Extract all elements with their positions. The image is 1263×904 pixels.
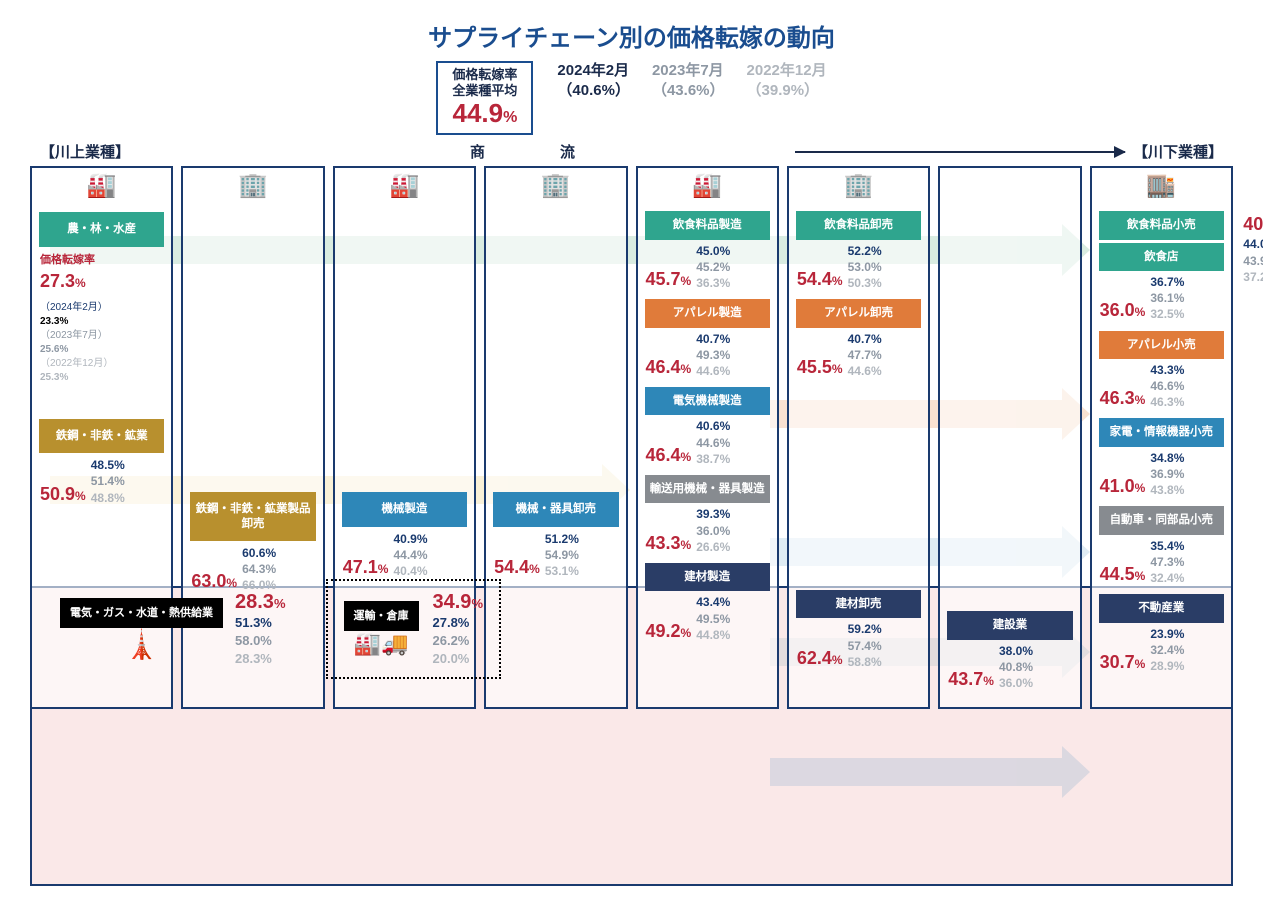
column-7: 建設業 43.7%38.0%40.8%36.0% bbox=[938, 166, 1081, 709]
column-6: 🏢 飲食料品卸売 54.4%52.2%53.0%50.3% アパレル卸売 45.5%40… bbox=[787, 166, 930, 709]
upstream-label: 【川上業種】 bbox=[40, 141, 130, 162]
rate-stats: 43.3%39.3%36.0%26.6% bbox=[646, 506, 769, 555]
rate-stats: 27.3% bbox=[40, 269, 163, 293]
flow-arrow-icon bbox=[795, 151, 1125, 153]
flow-mid-label: 商 流 bbox=[130, 141, 795, 162]
rate-stats: 62.4%59.2%57.4%58.8% bbox=[797, 621, 920, 670]
transport-stats: 34.9% 27.8% 26.2% 20.0% bbox=[433, 591, 484, 667]
industry-box: 飲食料品製造 bbox=[645, 211, 770, 239]
average-box: 価格転嫁率 全業種平均 44.9% bbox=[436, 61, 533, 135]
rate-stats: 46.4%40.7%49.3%44.6% bbox=[646, 331, 769, 380]
column-icon: 🏢 bbox=[793, 174, 924, 208]
industry-box: 建材製造 bbox=[645, 563, 770, 591]
hist-line: （2024年2月）23.3% bbox=[40, 301, 163, 329]
bottom-utility-boxes: 電気・ガス・水道・熱供給業 🗼 28.3% 51.3% 58.0% 28.3% … bbox=[60, 579, 501, 679]
column-4: 🏢 機械・器具卸売 54.4%51.2%54.9%53.1% bbox=[484, 166, 627, 709]
industry-box: 電気機械製造 bbox=[645, 387, 770, 415]
utilities-box: 電気・ガス・水道・熱供給業 🗼 28.3% 51.3% 58.0% 28.3% bbox=[60, 579, 286, 679]
rate-stats: 45.5%40.7%47.7%44.6% bbox=[797, 331, 920, 380]
avg-label-2: 全業種平均 bbox=[452, 83, 517, 99]
industry-box: 機械・器具卸売 bbox=[493, 492, 618, 526]
flow-header: 【川上業種】 商 流 【川下業種】 bbox=[0, 141, 1263, 162]
industry-box: アパレル卸売 bbox=[796, 299, 921, 327]
column-icon: 🏭 bbox=[339, 174, 470, 208]
industry-box: 家電・情報機器小売 bbox=[1099, 418, 1224, 446]
flow-arrow-navy bbox=[770, 746, 1090, 798]
industry-box: 鉄鋼・非鉄・鉱業 bbox=[39, 419, 164, 453]
column-icon: 🏬 bbox=[1096, 174, 1227, 208]
industry-box: アパレル小売 bbox=[1099, 331, 1224, 359]
period-legend: 2024年2月（40.6%） 2023年7月（43.6%） 2022年12月（39.… bbox=[557, 61, 826, 100]
industry-box: 自動車・同部品小売 bbox=[1099, 506, 1224, 534]
column-icon: 🏢 bbox=[490, 174, 621, 208]
header-row: 価格転嫁率 全業種平均 44.9% 2024年2月（40.6%） 2023年7月（… bbox=[0, 61, 1263, 135]
rate-stats: 50.9%48.5%51.4%48.8% bbox=[40, 457, 163, 506]
period-item: 2023年7月（43.6%） bbox=[652, 61, 725, 100]
utilities-label: 電気・ガス・水道・熱供給業 bbox=[60, 598, 223, 628]
tower-icon: 🗼 bbox=[60, 628, 223, 661]
column-5: 🏭 飲食料品製造 45.7%45.0%45.2%36.3% アパレル製造 46.4%40… bbox=[636, 166, 779, 709]
rate-stats: 36.0%36.7%36.1%32.5% bbox=[1100, 274, 1223, 323]
column-icon: 🏭 bbox=[36, 174, 167, 208]
warehouse-icon: 🏭🚚 bbox=[344, 631, 419, 657]
period-item: 2024年2月（40.6%） bbox=[557, 61, 630, 100]
rate-stats: 54.4%52.2%53.0%50.3% bbox=[797, 243, 920, 292]
industry-box: アパレル製造 bbox=[645, 299, 770, 327]
industry-box: 飲食料品小売 bbox=[1099, 211, 1224, 239]
rate-stats: 43.7%38.0%40.8%36.0% bbox=[948, 643, 1071, 692]
rate-stats: 45.7%45.0%45.2%36.3% bbox=[646, 243, 769, 292]
downstream-label: 【川下業種】 bbox=[1133, 141, 1223, 162]
rate-stats: 49.2%43.4%49.5%44.8% bbox=[646, 594, 769, 643]
column-icon: 🏭 bbox=[642, 174, 773, 208]
rate-stats: 30.7%23.9%32.4%28.9% bbox=[1100, 626, 1223, 675]
industry-box: 建材卸売 bbox=[796, 590, 921, 618]
hist-line: （2023年7月）25.6% bbox=[40, 329, 163, 357]
period-item: 2022年12月（39.9%） bbox=[747, 61, 827, 100]
rate-stats: 54.4%51.2%54.9%53.1% bbox=[494, 531, 617, 580]
industry-box: 不動産業 bbox=[1099, 594, 1224, 622]
column-icon: 🏢 bbox=[187, 174, 318, 208]
main-area: 🏭 農・林・水産価格転嫁率 27.3% （2024年2月）23.3%（2023年7月）… bbox=[0, 166, 1263, 709]
chart-title: サプライチェーン別の価格転嫁の動向 bbox=[0, 0, 1263, 61]
transport-label: 運輸・倉庫 bbox=[344, 601, 419, 631]
industry-box: 飲食料品卸売 bbox=[796, 211, 921, 239]
hist-line: （2022年12月）25.3% bbox=[40, 357, 163, 385]
rate-stats: 46.3%43.3%46.6%46.3% bbox=[1100, 362, 1223, 411]
industry-box: 農・林・水産 bbox=[39, 212, 164, 246]
transport-box: 運輸・倉庫 🏭🚚 34.9% 27.8% 26.2% 20.0% bbox=[326, 579, 502, 679]
industry-box: 鉄鋼・非鉄・鉱業製品卸売 bbox=[190, 492, 315, 541]
industry-box: 建設業 bbox=[947, 611, 1072, 639]
avg-value: 44.9% bbox=[452, 98, 517, 129]
utilities-stats: 28.3% 51.3% 58.0% 28.3% bbox=[235, 591, 286, 667]
industry-box: 輸送用機械・器具製造 bbox=[645, 475, 770, 503]
column-8: 🏬 飲食料品小売飲食店 36.0%36.7%36.1%32.5% アパレル小売 46.3… bbox=[1090, 166, 1233, 709]
industry-box: 飲食店 bbox=[1099, 243, 1224, 271]
rate-stats: 47.1%40.9%44.4%40.4% bbox=[343, 531, 466, 580]
rate-label: 価格転嫁率 bbox=[40, 251, 163, 267]
side-stats: 40.9%44.0%43.9%37.2% bbox=[1243, 212, 1263, 285]
avg-label-1: 価格転嫁率 bbox=[452, 67, 517, 83]
column-icon bbox=[944, 174, 1075, 208]
rate-stats: 44.5%35.4%47.3%32.4% bbox=[1100, 538, 1223, 587]
industry-box: 機械製造 bbox=[342, 492, 467, 526]
rate-stats: 46.4%40.6%44.6%38.7% bbox=[646, 418, 769, 467]
rate-stats: 41.0%34.8%36.9%43.8% bbox=[1100, 450, 1223, 499]
